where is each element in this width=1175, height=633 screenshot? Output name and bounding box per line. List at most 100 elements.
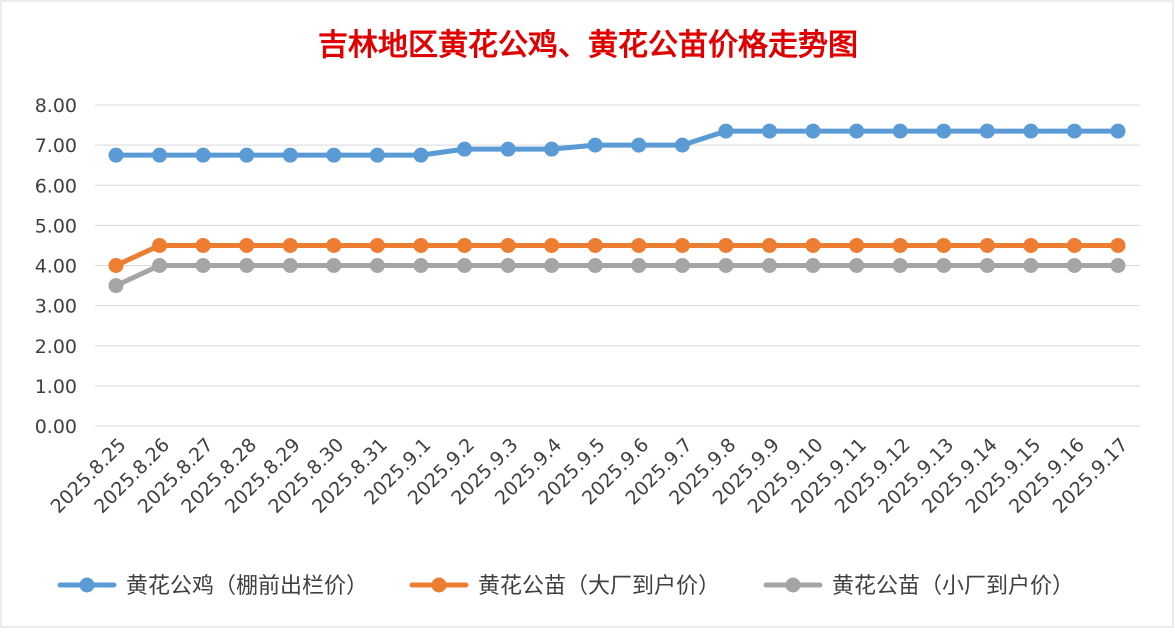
data-point [413,147,429,163]
data-point [239,258,255,273]
data-point [631,137,647,153]
y-tick-label: 8.00 [35,95,77,117]
data-point [152,258,168,273]
data-point [500,258,516,273]
legend-label: 黄花公鸡（棚前出栏价） [126,574,368,599]
data-point [152,147,168,163]
data-point [718,237,734,253]
data-point [1110,123,1126,139]
data-point [195,147,211,163]
data-point [108,258,124,273]
data-point [979,258,995,273]
series-group [108,123,1126,294]
y-tick-label: 6.00 [35,175,77,197]
data-point [195,258,211,273]
data-point [805,237,821,253]
data-point [500,237,516,253]
data-point [457,141,473,157]
data-point [718,258,734,273]
series-1 [108,237,1126,273]
data-point [1066,123,1082,139]
data-point [457,258,473,273]
data-point [1066,237,1082,253]
data-point [544,237,560,253]
data-point [805,123,821,139]
data-point [587,137,603,153]
data-point [457,237,473,253]
data-point [282,147,298,163]
data-point [369,147,385,163]
data-point [587,258,603,273]
legend: 黄花公鸡（棚前出栏价） 黄花公苗（大厂到户价） 黄花公苗（小厂到户价） [57,574,1074,599]
legend-label: 黄花公苗（大厂到户价） [478,574,720,599]
series-2 [108,258,1126,294]
data-point [239,147,255,163]
data-point [500,141,516,157]
data-point [674,237,690,253]
legend-swatch-marker [431,577,447,593]
data-point [849,123,865,139]
data-point [413,237,429,253]
data-point [1023,123,1039,139]
y-tick-label: 4.00 [35,256,77,278]
data-point [892,123,908,139]
data-point [1066,258,1082,273]
data-point [108,147,124,163]
data-point [936,237,952,253]
y-tick-label: 1.00 [35,376,77,398]
data-point [936,258,952,273]
data-point [326,147,342,163]
legend-item-0: 黄花公鸡（棚前出栏价） [57,574,368,599]
data-point [674,258,690,273]
y-tick-label: 5.00 [35,215,77,237]
data-point [1023,237,1039,253]
y-tick-label: 3.00 [35,296,77,318]
data-point [544,258,560,273]
data-point [413,258,429,273]
data-point [761,237,777,253]
legend-item-1: 黄花公苗（大厂到户价） [409,574,720,599]
data-point [239,237,255,253]
data-point [674,137,690,153]
data-point [587,237,603,253]
data-point [195,237,211,253]
data-point [369,258,385,273]
legend-swatch-marker [79,577,95,593]
data-point [369,237,385,253]
data-point [631,258,647,273]
data-point [326,237,342,253]
data-point [761,258,777,273]
data-point [108,278,124,294]
data-point [1110,237,1126,253]
chart-title: 吉林地区黄花公鸡、黄花公苗价格走势图 [318,28,858,63]
y-tick-label: 2.00 [35,336,77,358]
data-point [718,123,734,139]
data-point [805,258,821,273]
data-point [631,237,647,253]
y-axis: 0.00 1.00 2.00 3.00 4.00 5.00 6.00 7.00 8.00 [35,95,77,438]
data-point [326,258,342,273]
data-point [282,258,298,273]
data-point [892,258,908,273]
y-tick-label: 7.00 [35,135,77,157]
data-point [544,141,560,157]
data-point [936,123,952,139]
data-point [282,237,298,253]
data-point [1110,258,1126,273]
data-point [892,237,908,253]
data-point [152,237,168,253]
series-0 [108,123,1126,163]
data-point [979,237,995,253]
data-point [761,123,777,139]
legend-label: 黄花公苗（小厂到户价） [832,574,1074,599]
y-tick-label: 0.00 [35,416,77,438]
data-point [849,237,865,253]
legend-item-2: 黄花公苗（小厂到户价） [763,574,1074,599]
data-point [1023,258,1039,273]
legend-swatch-marker [785,577,801,593]
data-point [849,258,865,273]
data-point [979,123,995,139]
